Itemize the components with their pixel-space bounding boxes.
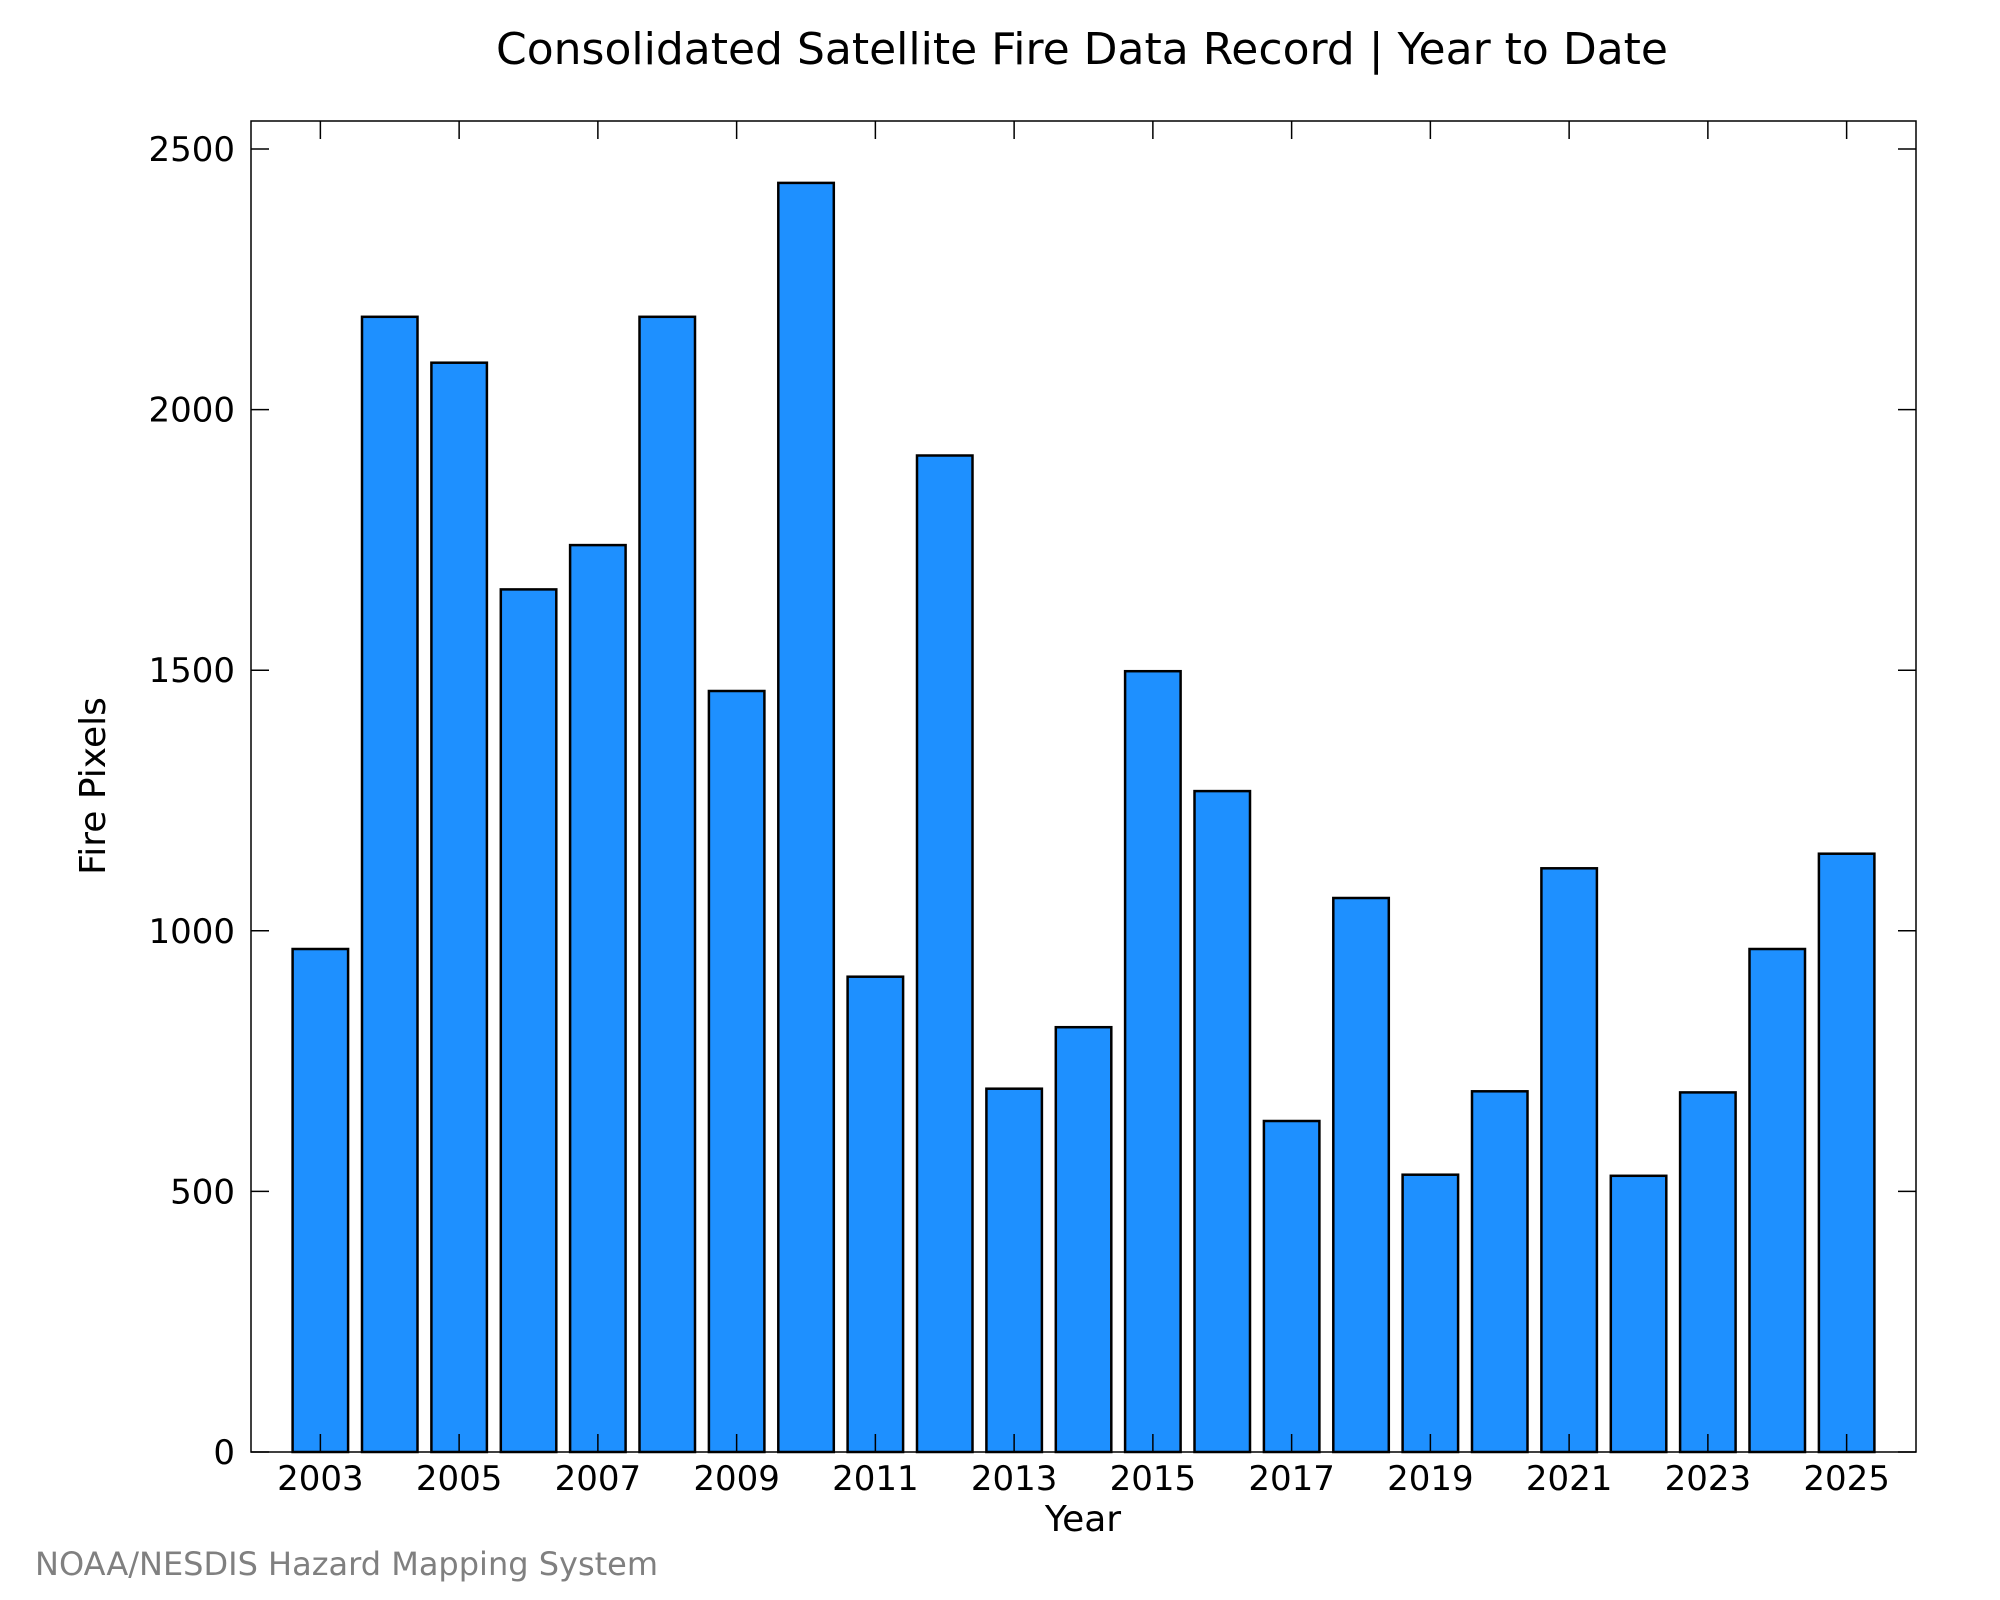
bar-2019 (1401, 1173, 1460, 1454)
y-axis: 0 500 1000 1500 2000 2500 (148, 130, 1916, 1473)
bar-2009 (707, 689, 766, 1454)
x-tick-label: 2017 (1248, 1459, 1335, 1499)
x-axis: 2003 2005 2007 2009 2011 2013 2015 2017 2019 2021… (277, 121, 1890, 1499)
bar-2025 (1817, 852, 1876, 1454)
bar-2005 (430, 361, 489, 1454)
bar-2022 (1609, 1174, 1668, 1454)
x-tick-label: 2009 (693, 1459, 780, 1499)
x-tick-label: 2021 (1526, 1459, 1613, 1499)
bar-2018 (1332, 896, 1391, 1454)
bar-2011 (846, 975, 905, 1454)
bar-2014 (1054, 1025, 1113, 1454)
bar-2021 (1540, 867, 1599, 1454)
y-tick-label: 2500 (148, 130, 235, 170)
bars (291, 181, 1876, 1454)
bar-2003 (291, 947, 350, 1454)
chart-title: Consolidated Satellite Fire Data Record … (496, 24, 1668, 75)
bar-2006 (499, 588, 558, 1454)
bar-2015 (1123, 669, 1182, 1454)
bar-2004 (360, 315, 419, 1454)
bar-2007 (568, 543, 627, 1454)
bar-2023 (1678, 1091, 1737, 1454)
bar-2020 (1470, 1090, 1529, 1454)
x-tick-label: 2007 (555, 1459, 642, 1499)
bar-2012 (915, 454, 974, 1454)
plot-frame (250, 120, 1917, 1453)
x-axis-label: Year (1044, 1499, 1121, 1540)
x-tick-label: 2019 (1387, 1459, 1474, 1499)
x-tick-label: 2003 (277, 1459, 364, 1499)
bar-2013 (985, 1087, 1044, 1454)
credit-text: NOAA/NESDIS Hazard Mapping System (35, 1545, 658, 1583)
y-tick-label: 2000 (148, 391, 235, 431)
y-tick-label: 1000 (148, 912, 235, 952)
y-tick-label: 0 (213, 1433, 235, 1473)
x-tick-label: 2023 (1665, 1459, 1752, 1499)
bar-2010 (777, 181, 836, 1454)
bar-2008 (638, 315, 697, 1454)
x-tick-label: 2015 (1110, 1459, 1197, 1499)
bar-2024 (1748, 947, 1807, 1454)
x-tick-label: 2025 (1803, 1459, 1890, 1499)
y-tick-label: 1500 (148, 651, 235, 691)
bar-2016 (1193, 789, 1252, 1454)
y-tick-label: 500 (170, 1172, 235, 1212)
x-tick-label: 2013 (971, 1459, 1058, 1499)
x-tick-label: 2005 (416, 1459, 503, 1499)
x-tick-label: 2011 (832, 1459, 919, 1499)
bar-2017 (1262, 1119, 1321, 1454)
y-axis-label: Fire Pixels (73, 697, 114, 875)
